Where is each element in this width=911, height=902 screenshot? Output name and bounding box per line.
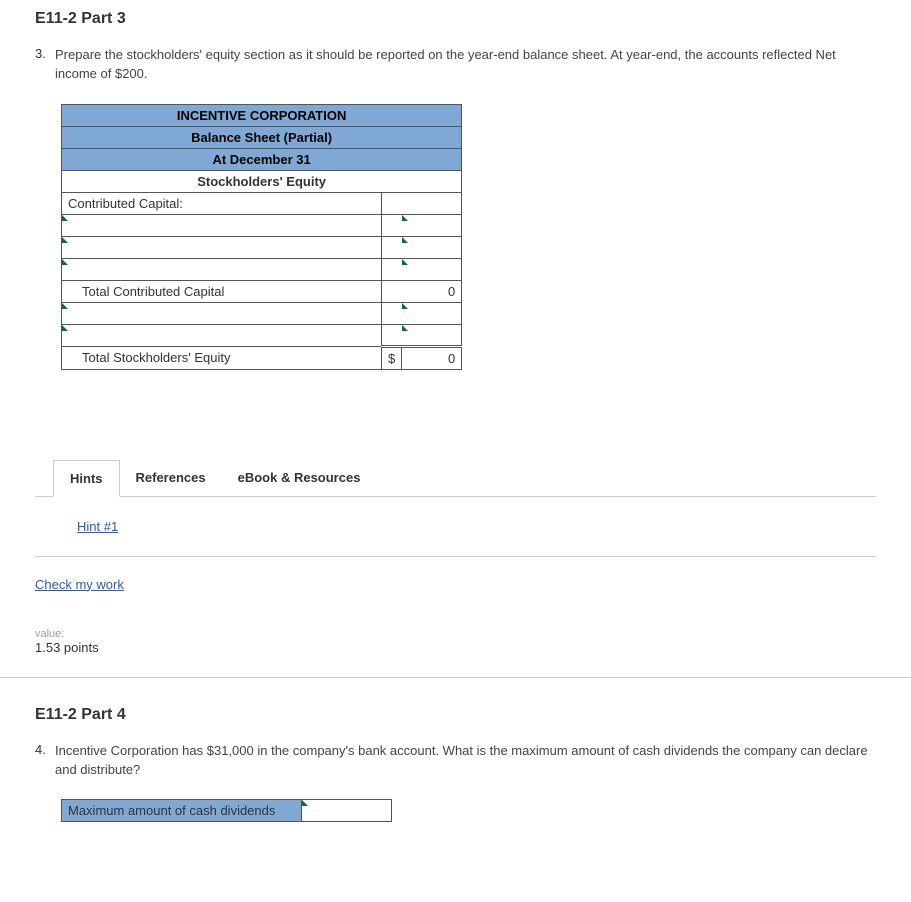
- input-row-3-label[interactable]: [62, 258, 382, 280]
- part4-title: E11-2 Part 4: [35, 706, 876, 724]
- tab-ebook[interactable]: eBook & Resources: [222, 460, 377, 496]
- part4-question: 4. Incentive Corporation has $31,000 in …: [35, 742, 876, 780]
- max-dividends-label: Maximum amount of cash dividends: [62, 800, 302, 822]
- max-dividends-input[interactable]: [302, 800, 392, 822]
- row-total-contrib-value: 0: [402, 280, 462, 302]
- part3-qnum: 3.: [35, 46, 55, 84]
- input-row-4-value[interactable]: [402, 302, 462, 324]
- balance-sheet-table: INCENTIVE CORPORATION Balance Sheet (Par…: [61, 104, 462, 370]
- input-row-1-label[interactable]: [62, 214, 382, 236]
- row-total-stk-symbol: $: [382, 346, 402, 369]
- row-total-stk: Total Stockholders' Equity: [62, 346, 382, 369]
- row-contributed-capital: Contributed Capital:: [62, 192, 382, 214]
- bs-header-corp: INCENTIVE CORPORATION: [62, 104, 462, 126]
- input-row-5-value[interactable]: [402, 324, 462, 346]
- input-row-4-label[interactable]: [62, 302, 382, 324]
- row-total-stk-value: 0: [402, 346, 462, 369]
- hint-link[interactable]: Hint #1: [77, 519, 118, 534]
- input-row-2-label[interactable]: [62, 236, 382, 258]
- points-value: 1.53 points: [35, 640, 876, 655]
- max-dividends-table: Maximum amount of cash dividends: [61, 799, 392, 822]
- row-total-contrib: Total Contributed Capital: [62, 280, 382, 302]
- part4-qtext: Incentive Corporation has $31,000 in the…: [55, 742, 876, 780]
- check-my-work-link[interactable]: Check my work: [35, 577, 124, 592]
- input-row-1-value[interactable]: [402, 214, 462, 236]
- input-row-3-value[interactable]: [402, 258, 462, 280]
- input-row-5-label[interactable]: [62, 324, 382, 346]
- bs-header-date: At December 31: [62, 148, 462, 170]
- bs-header-title: Balance Sheet (Partial): [62, 126, 462, 148]
- part3-qtext: Prepare the stockholders' equity section…: [55, 46, 876, 84]
- tab-references[interactable]: References: [120, 460, 222, 496]
- bs-header-stk: Stockholders' Equity: [62, 170, 462, 192]
- part3-title: E11-2 Part 3: [35, 10, 876, 28]
- input-row-2-value[interactable]: [402, 236, 462, 258]
- tab-hints[interactable]: Hints: [53, 460, 120, 497]
- tabs: Hints References eBook & Resources: [35, 460, 876, 497]
- part3-question: 3. Prepare the stockholders' equity sect…: [35, 46, 876, 84]
- tab-content: Hint #1: [35, 497, 876, 557]
- part4-qnum: 4.: [35, 742, 55, 780]
- value-label: value:: [35, 628, 876, 640]
